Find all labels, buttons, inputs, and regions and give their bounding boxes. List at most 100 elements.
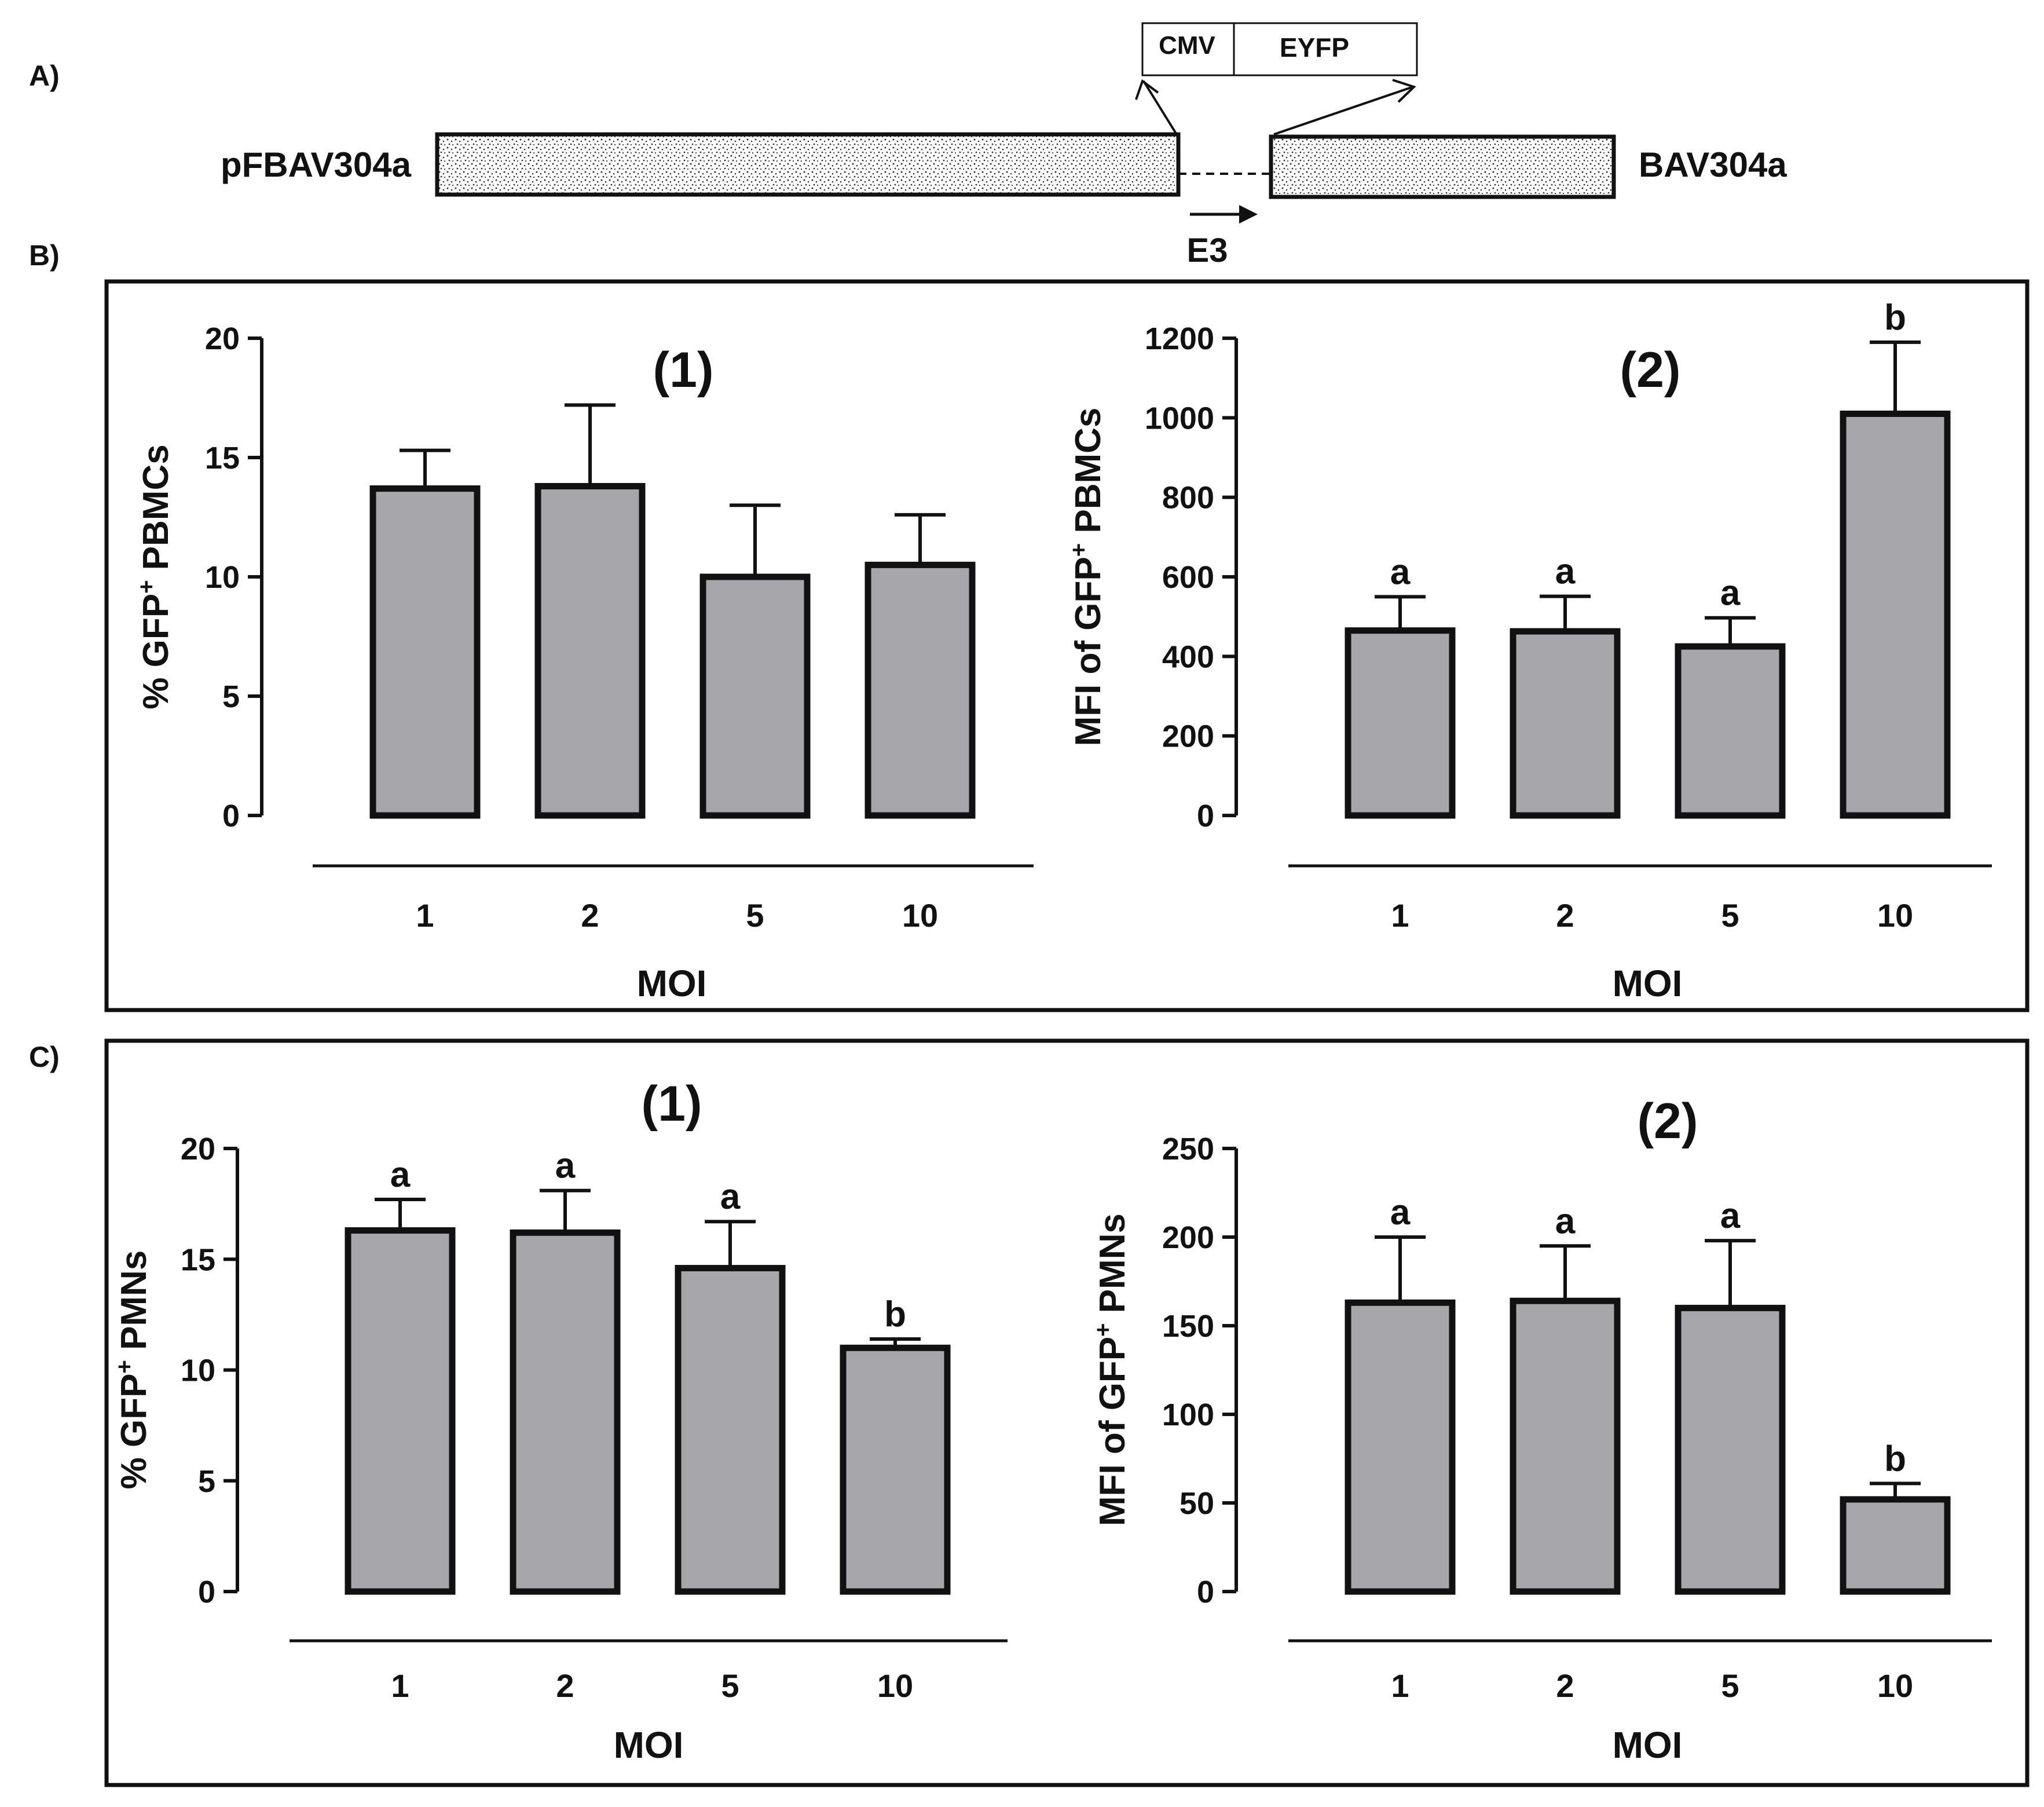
x-category-label: 5 (1721, 897, 1739, 934)
x-category-label: 1 (416, 897, 434, 934)
y-tick-label: 10 (205, 560, 240, 595)
y-tick-label: 0 (198, 1575, 215, 1610)
y-tick-label: 15 (205, 441, 240, 475)
x-category-label: 5 (746, 897, 764, 934)
insertion-line-right (1273, 86, 1413, 136)
bar (534, 482, 646, 819)
y-axis-label-rest: PBMCs (136, 444, 176, 580)
x-category-label: 2 (556, 1667, 574, 1704)
panel-c-frame (104, 1038, 2030, 1787)
significance-letter: a (555, 1146, 576, 1186)
bar (1675, 1304, 1786, 1595)
bar (369, 485, 481, 819)
chart-title: (2) (1637, 1093, 1698, 1149)
y-axis-label-main: % GFP (136, 594, 176, 709)
significance-letter: b (884, 1294, 906, 1334)
x-category-label: 2 (1556, 1667, 1574, 1704)
x-category-label: 2 (581, 897, 599, 934)
bar (1840, 410, 1951, 819)
y-tick-label: 0 (1197, 799, 1214, 833)
bar (1345, 627, 1456, 819)
bar (840, 1344, 951, 1595)
x-axis-label: MOI (637, 963, 707, 1004)
y-tick-label: 0 (222, 799, 240, 833)
significance-letter: a (1720, 1196, 1741, 1236)
y-tick-label: 10 (181, 1354, 215, 1388)
y-tick-label: 15 (181, 1242, 215, 1277)
y-axis-label-superscript: + (1066, 543, 1091, 557)
y-axis-label-rest: PBMCs (1068, 408, 1108, 543)
panel-b-label: B) (29, 239, 60, 272)
y-tick-label: 0 (1197, 1575, 1214, 1610)
y-tick-label: 50 (1179, 1486, 1214, 1521)
y-axis-label-superscript: + (112, 1360, 137, 1373)
bar (865, 561, 976, 819)
chart-c1: (1) 0 5 10 15 20 % GFP+ PMNs a 1 a 2 a 5 b 10 MOI (112, 1076, 1008, 1766)
chart-b2: (2) 0 200 400 600 800 1000 1200 MFI of GFP+ PBMC… (1066, 298, 1992, 1004)
panel-b-frame (104, 279, 2030, 1012)
x-category-label: 10 (1877, 1667, 1913, 1704)
insertion-arrowhead-right (1392, 79, 1416, 103)
y-axis-label-superscript: + (1090, 1323, 1116, 1336)
chart-c2: (2) 0 50 100 150 200 250 MFI of GFP+ PMNs a 1 a 2 a 5… (1090, 1093, 1992, 1766)
panel-a-label: A) (29, 60, 60, 92)
eyfp-label: EYFP (1280, 32, 1349, 63)
x-category-label: 5 (721, 1667, 739, 1704)
x-category-label: 10 (1877, 897, 1913, 934)
x-category-label: 2 (1556, 897, 1574, 934)
x-category-label: 1 (1391, 897, 1409, 934)
y-axis-label: MFI of GFP+ PMNs (1090, 1213, 1133, 1526)
y-tick-label: 200 (1162, 1220, 1214, 1255)
left-genome-segment (435, 132, 1181, 197)
y-tick-label: 600 (1162, 560, 1214, 595)
chart-b1: (1) 0 5 10 15 20 % GFP+ PBMCs 1 2 5 10 MOI (134, 321, 1034, 1004)
y-tick-label: 1000 (1145, 401, 1214, 436)
significance-letter: a (1555, 1201, 1576, 1241)
bar (1345, 1299, 1456, 1595)
chart-title: (1) (641, 1076, 702, 1132)
bar (1510, 1297, 1621, 1595)
y-tick-label: 5 (222, 679, 240, 714)
chart-title: (2) (1620, 342, 1680, 398)
bar (345, 1227, 456, 1595)
bar (675, 1265, 786, 1595)
right-construct-label: BAV304a (1639, 145, 1787, 184)
significance-letter: b (1884, 1439, 1906, 1479)
y-tick-label: 150 (1162, 1309, 1214, 1344)
y-axis-label: % GFP+ PBMCs (134, 444, 176, 709)
y-axis-label-superscript: + (134, 580, 159, 594)
significance-letter: a (390, 1155, 411, 1195)
significance-letter: b (1884, 298, 1906, 338)
cmv-label: CMV (1159, 31, 1215, 60)
significance-letter: a (1390, 552, 1411, 592)
bar (510, 1229, 621, 1595)
y-tick-label: 100 (1162, 1398, 1214, 1432)
bar (1510, 628, 1621, 819)
y-axis-label-rest: PMNs (114, 1250, 154, 1360)
y-tick-label: 400 (1162, 639, 1214, 674)
bar (1840, 1496, 1951, 1595)
x-category-label: 1 (1391, 1667, 1409, 1704)
e3-label: E3 (1187, 232, 1228, 269)
eyfp-gene-box (1233, 22, 1418, 76)
chart-title: (1) (653, 342, 713, 398)
y-axis-label-main: MFI of GFP (1093, 1337, 1133, 1526)
x-axis-label: MOI (1613, 1724, 1683, 1766)
bar (1675, 643, 1786, 819)
y-axis-label: MFI of GFP+ PBMCs (1066, 408, 1108, 747)
y-tick-label: 1200 (1145, 321, 1214, 356)
x-category-label: 10 (902, 897, 938, 934)
left-construct-label: pFBAV304a (221, 145, 412, 184)
y-axis-label-main: % GFP (114, 1374, 154, 1490)
y-axis-label: % GFP+ PMNs (112, 1250, 154, 1490)
x-axis-label: MOI (1613, 963, 1683, 1004)
y-tick-label: 800 (1162, 481, 1214, 515)
insertion-arrowhead-left (1135, 79, 1159, 100)
y-tick-label: 20 (205, 321, 240, 356)
y-tick-label: 200 (1162, 719, 1214, 754)
y-axis-label-rest: PMNs (1093, 1213, 1133, 1323)
insertion-line-left (1142, 80, 1178, 136)
x-category-label: 1 (391, 1667, 409, 1704)
panel-c-label: C) (29, 1041, 60, 1073)
